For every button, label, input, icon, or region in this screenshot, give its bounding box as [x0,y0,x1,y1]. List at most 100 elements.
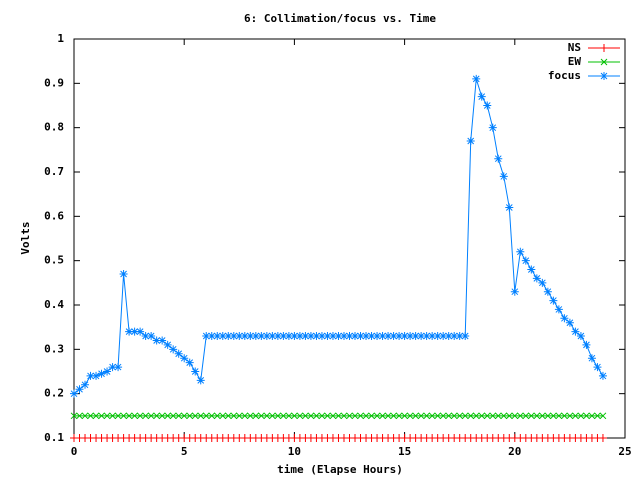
data-point [488,123,497,132]
data-point [390,412,397,420]
data-point [554,305,563,314]
data-point [153,412,161,420]
data-point [213,332,222,341]
data-point [246,332,255,341]
data-point [450,332,459,341]
data-point [561,412,568,420]
data-point [411,332,420,341]
data-point [158,336,167,345]
data-point [76,412,83,420]
data-point [598,434,607,442]
data-point [169,345,178,354]
data-point [389,332,398,341]
data-point [219,412,227,420]
data-point [550,412,557,420]
data-point [445,412,453,420]
data-point [262,332,271,341]
data-point [323,332,332,341]
x-tick-label: 20 [508,445,521,458]
data-point [103,412,111,420]
data-point [136,412,144,420]
data-point [263,412,271,420]
data-point [368,412,375,420]
data-point [598,371,607,380]
y-tick-label: 0.9 [44,76,64,89]
data-point [395,412,403,420]
data-point [191,367,200,376]
data-point [207,332,216,341]
data-point [395,332,404,341]
data-point [295,332,304,341]
data-point [516,247,525,256]
data-point [208,412,216,420]
data-point [114,412,122,420]
data-point [163,340,172,349]
data-point [328,332,337,341]
data-point [549,296,558,305]
data-point [81,412,89,420]
data-point [483,101,492,110]
data-point [202,332,211,341]
legend-label: EW [568,55,582,68]
data-point [500,412,508,420]
data-point [583,412,590,420]
data-point [180,354,189,363]
data-point [428,412,436,420]
data-point [141,332,150,341]
data-point [577,412,585,420]
data-point [318,412,326,420]
data-point [257,412,265,420]
data-point [301,332,310,341]
y-tick-label: 0.5 [44,254,64,267]
data-point [357,412,364,420]
data-point [510,287,519,296]
data-point [532,274,541,283]
data-point [401,412,408,420]
data-point [406,412,414,420]
data-point [185,358,194,367]
data-point [560,314,569,323]
data-point [180,412,188,420]
data-point [335,412,342,420]
data-point [373,412,381,420]
data-point [467,412,475,420]
legend-marker [600,44,608,52]
data-point [588,412,596,420]
data-point [125,412,133,420]
data-point [75,385,84,394]
data-point [213,412,221,420]
data-point [224,412,232,420]
y-tick-label: 0.6 [44,209,64,222]
data-point [538,278,547,287]
data-point [329,412,337,420]
data-point [489,412,497,420]
data-point [466,136,475,145]
x-tick-label: 0 [71,445,78,458]
data-point [478,412,486,420]
data-point [235,412,243,420]
data-point [565,318,574,327]
data-point [367,332,376,341]
data-point [412,412,419,420]
data-point [522,412,530,420]
data-point [313,412,320,420]
data-point [472,412,480,420]
data-point [274,412,282,420]
data-point [417,412,425,420]
data-point [240,332,249,341]
data-point [434,412,442,420]
data-point [280,412,287,420]
data-point [521,256,530,265]
data-point [339,332,348,341]
data-point [257,332,266,341]
data-point [186,412,194,420]
data-point [131,412,138,420]
data-point [439,332,448,341]
data-point [362,332,371,341]
data-point [174,349,183,358]
data-point [450,412,458,420]
data-point [103,367,112,376]
data-point [461,412,469,420]
